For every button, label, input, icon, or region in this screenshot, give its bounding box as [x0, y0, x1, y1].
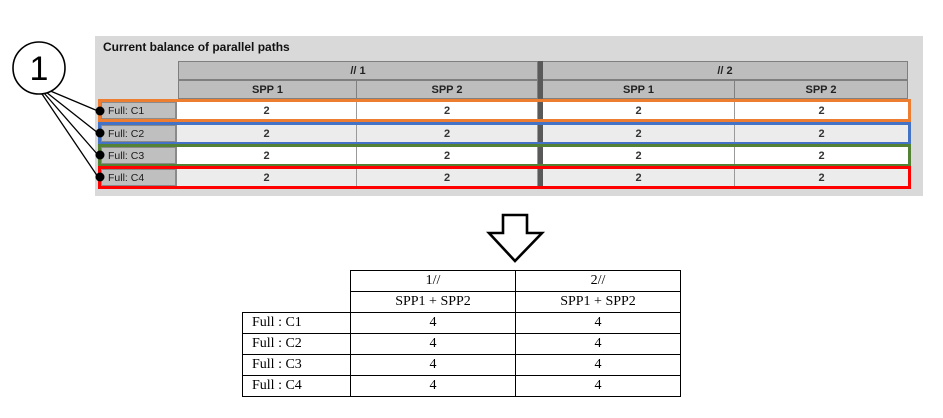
result-row-c3: Full : C3 4 4	[242, 354, 681, 376]
callout-annotation: 1	[12, 41, 105, 182]
table-row-c1: Full: C1 2 2 2 2	[98, 99, 911, 122]
cell-c3-p1-spp1: 2	[177, 147, 357, 164]
result-c2-p2: 4	[515, 333, 681, 355]
cell-c2-p1-spp2: 2	[357, 125, 538, 142]
sub-header-spp2-a: SPP 2	[357, 80, 538, 99]
result-label-c3: Full : C3	[242, 354, 351, 376]
cell-c4-p2-spp1: 2	[543, 169, 735, 186]
cell-c3-p2-spp2: 2	[735, 147, 908, 164]
section-divider	[538, 80, 543, 99]
row-label-c3: Full: C3	[101, 147, 177, 164]
table-row-c4: Full: C4 2 2 2 2	[98, 166, 911, 189]
table-row-c2: Full: C2 2 2 2 2	[98, 122, 911, 145]
cell-c2-p2-spp1: 2	[543, 125, 735, 142]
connector-line-c1	[47, 89, 99, 112]
result-group-header-2: 2//	[515, 270, 681, 292]
result-group-header-row: 1// 2//	[243, 270, 681, 292]
cell-c2-p2-spp2: 2	[735, 125, 908, 142]
callout-circle-icon	[12, 41, 66, 95]
cell-c4-p1-spp1: 2	[177, 169, 357, 186]
cell-c4-p1-spp2: 2	[357, 169, 538, 186]
section-divider	[538, 125, 543, 142]
result-group-header-1: 1//	[350, 270, 516, 292]
result-c4-p2: 4	[515, 375, 681, 397]
result-label-c1: Full : C1	[242, 312, 351, 334]
result-label-c2: Full : C2	[242, 333, 351, 355]
result-sub-header-1: SPP1 + SPP2	[350, 291, 516, 313]
callout-number: 1	[30, 50, 49, 88]
result-c1-p1: 4	[350, 312, 516, 334]
section-divider	[538, 61, 543, 80]
result-label-c4: Full : C4	[242, 375, 351, 397]
result-c2-p1: 4	[350, 333, 516, 355]
sub-header-spp1-b: SPP 1	[543, 80, 735, 99]
sub-header-row: SPP 1 SPP 2 SPP 1 SPP 2	[178, 80, 908, 99]
connector-line-c3	[43, 92, 99, 156]
section-divider	[538, 169, 543, 186]
group-header-row: // 1 // 2	[178, 61, 908, 80]
empty-corner	[243, 271, 351, 292]
sub-header-spp2-b: SPP 2	[735, 80, 908, 99]
result-row-c2: Full : C2 4 4	[242, 333, 681, 355]
summed-balance-table: 1// 2// SPP1 + SPP2 SPP1 + SPP2 Full : C…	[242, 270, 681, 397]
row-label-c1: Full: C1	[101, 102, 177, 119]
cell-c3-p1-spp2: 2	[357, 147, 538, 164]
section-divider	[538, 102, 543, 119]
result-sub-header-row: SPP1 + SPP2 SPP1 + SPP2	[243, 291, 681, 313]
empty-corner	[243, 292, 351, 313]
group-header-parallel-1: // 1	[178, 61, 538, 80]
table-row-c3: Full: C3 2 2 2 2	[98, 144, 911, 167]
down-arrow-icon	[486, 213, 546, 263]
cell-c2-p1-spp1: 2	[177, 125, 357, 142]
connector-line-c4	[41, 93, 99, 178]
panel-title: Current balance of parallel paths	[103, 40, 290, 54]
cell-c1-p1-spp1: 2	[177, 102, 357, 119]
result-row-c4: Full : C4 4 4	[242, 375, 681, 397]
result-c4-p1: 4	[350, 375, 516, 397]
bullet-dot-c3	[95, 150, 105, 160]
cell-c3-p2-spp1: 2	[543, 147, 735, 164]
bullet-dot-c4	[95, 172, 105, 182]
section-divider	[538, 147, 543, 164]
row-label-c4: Full: C4	[101, 169, 177, 186]
cell-c1-p2-spp1: 2	[543, 102, 735, 119]
result-sub-header-2: SPP1 + SPP2	[515, 291, 681, 313]
bullet-dot-c2	[95, 128, 105, 138]
result-c3-p1: 4	[350, 354, 516, 376]
result-row-c1: Full : C1 4 4	[242, 312, 681, 334]
cell-c4-p2-spp2: 2	[735, 169, 908, 186]
connector-line-c2	[45, 91, 99, 134]
result-c3-p2: 4	[515, 354, 681, 376]
group-header-parallel-2: // 2	[543, 61, 908, 80]
bullet-dot-c1	[95, 106, 105, 116]
cell-c1-p1-spp2: 2	[357, 102, 538, 119]
sub-header-spp1-a: SPP 1	[178, 80, 357, 99]
result-c1-p2: 4	[515, 312, 681, 334]
cell-c1-p2-spp2: 2	[735, 102, 908, 119]
